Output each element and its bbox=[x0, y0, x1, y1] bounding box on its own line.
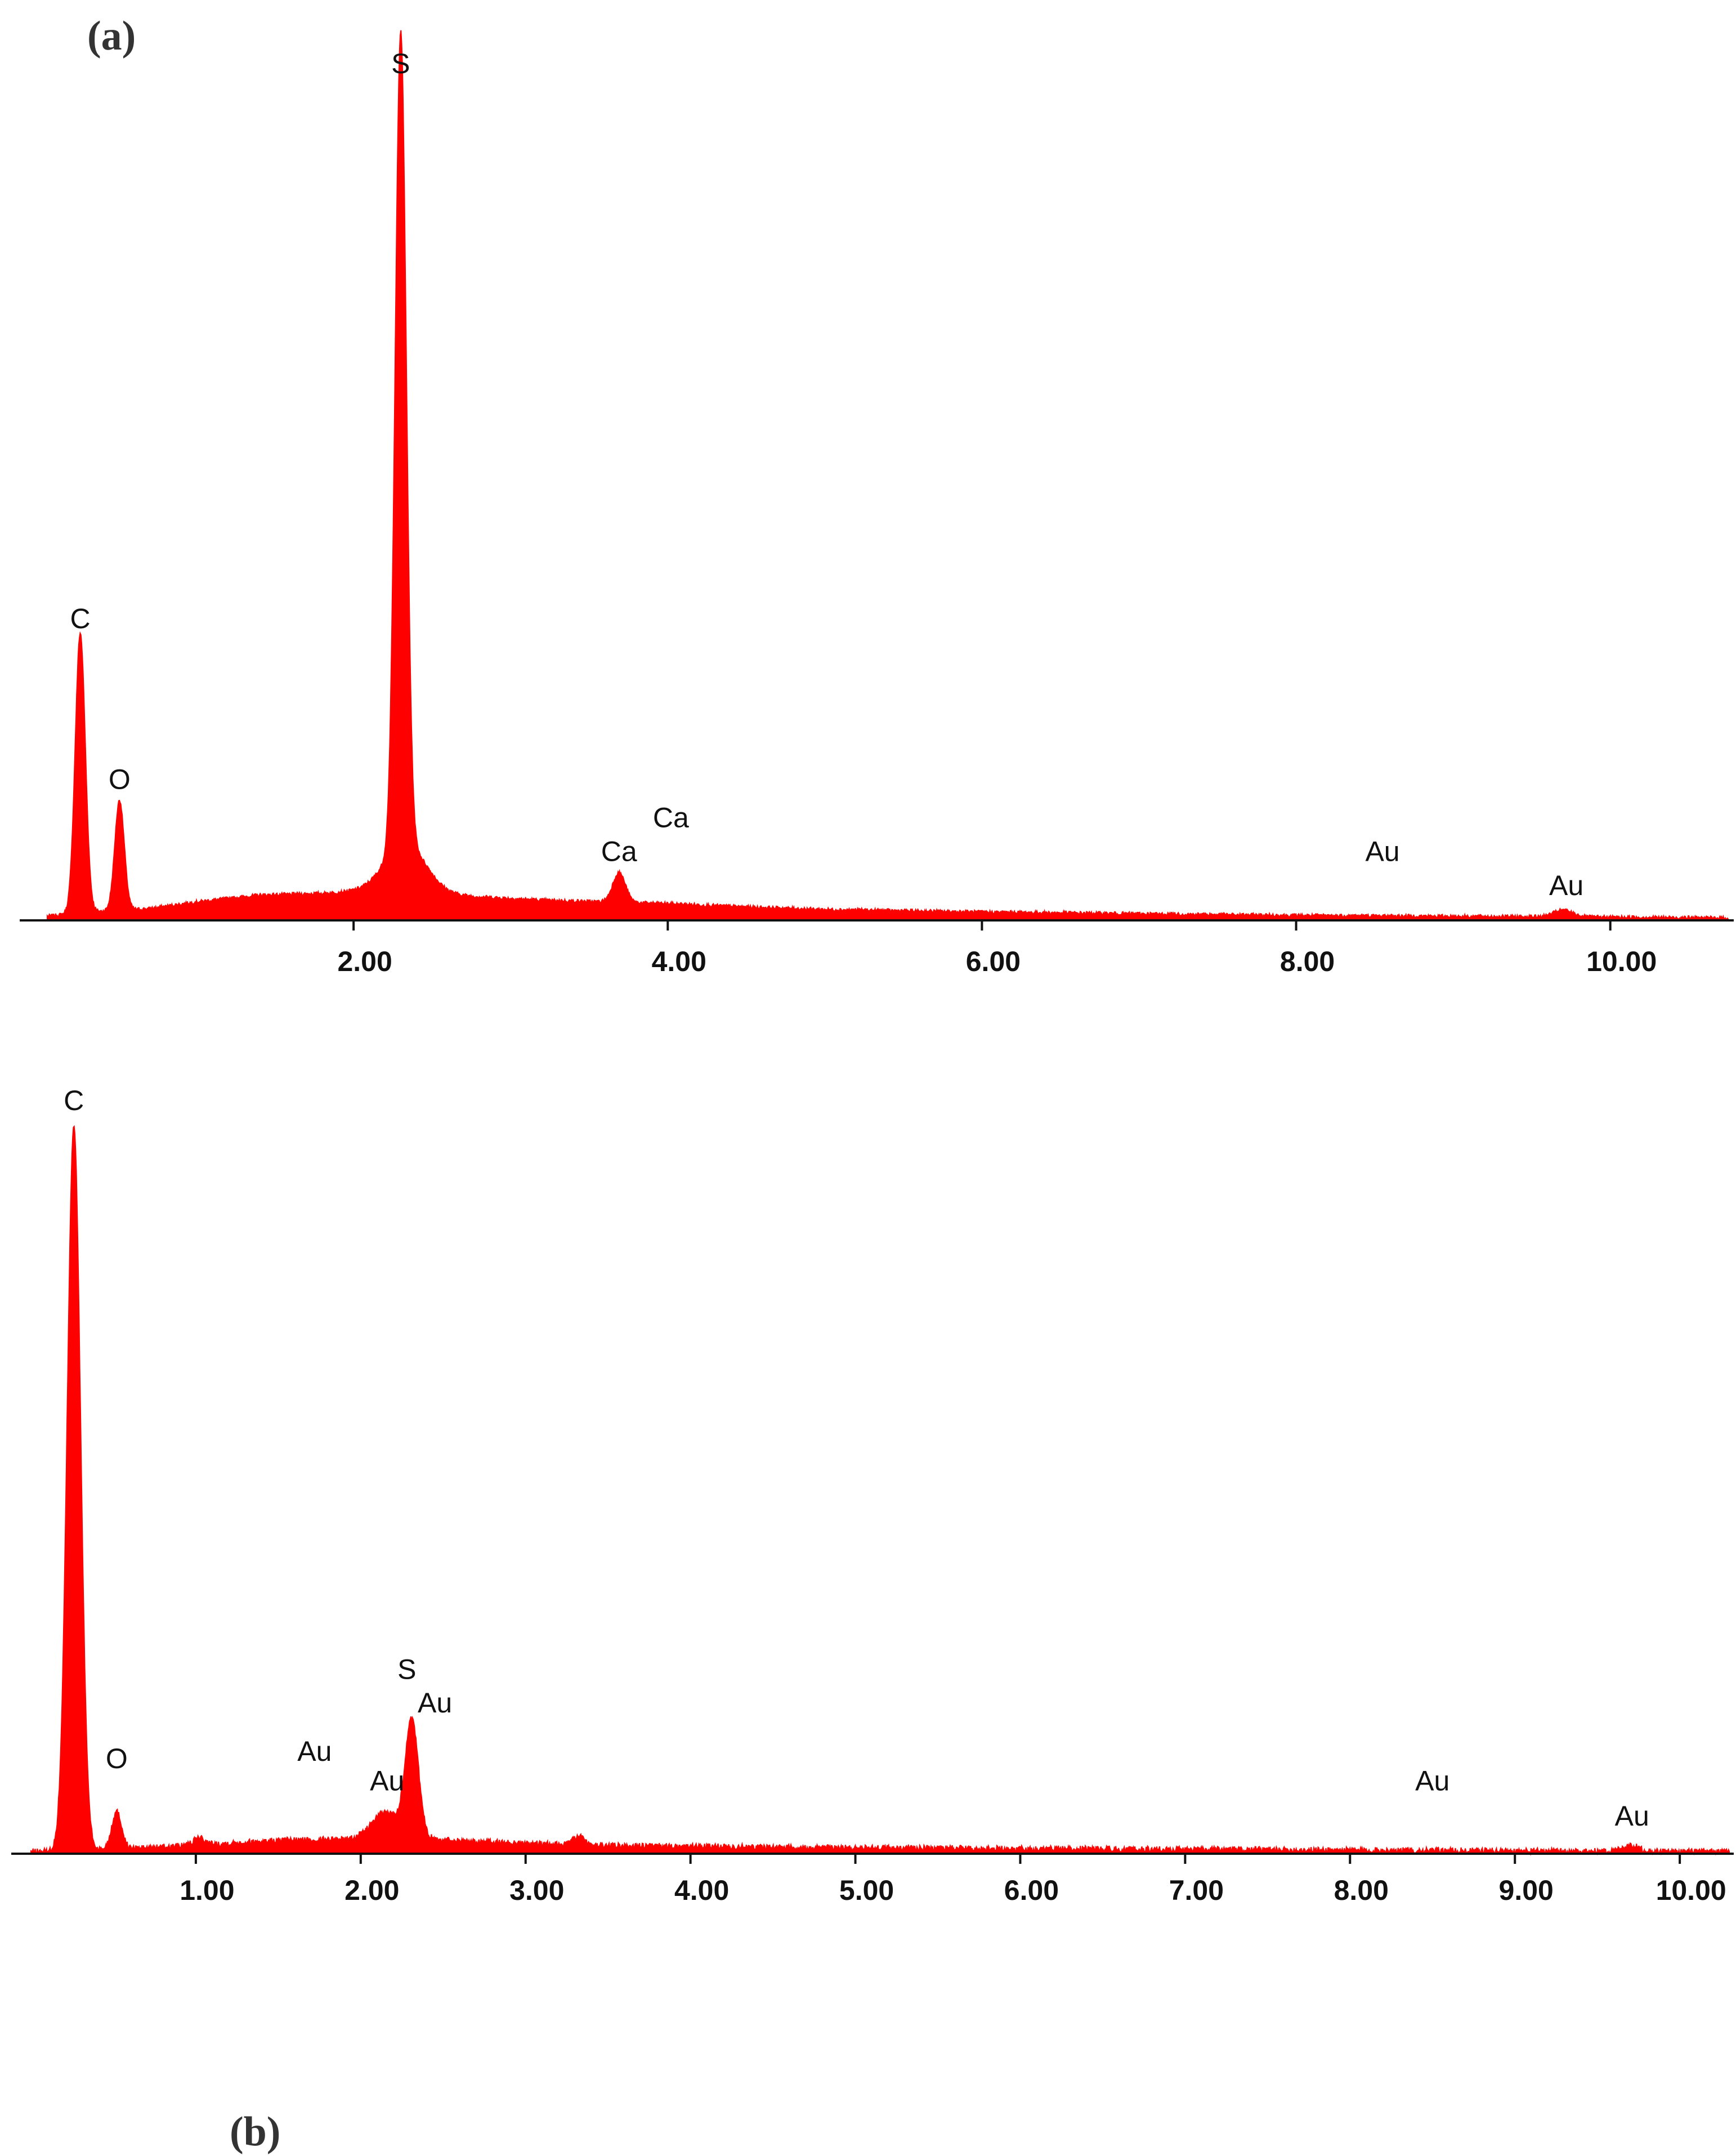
spectrum-chart-b: 1.00 2.00 3.00 4.00 5.00 6.00 7.00 8.00 9.00 10.0… bbox=[11, 1085, 1734, 1906]
x-tick-label: 2.00 bbox=[344, 1875, 399, 1906]
spectrum-panel-a: 2.00 4.00 6.00 8.00 10.00 C O S Ca Ca Au Au (a) bbox=[0, 0, 1736, 991]
panel-label-a: (a) bbox=[87, 13, 136, 59]
peak-label-au: Au bbox=[418, 1687, 452, 1719]
peak-label-s: S bbox=[397, 1654, 416, 1685]
peak-label-au: Au bbox=[1615, 1800, 1649, 1832]
x-tick-label: 10.00 bbox=[1656, 1875, 1726, 1906]
spectrum-panel-b: 1.00 2.00 3.00 4.00 5.00 6.00 7.00 8.00 9.00 10.0… bbox=[0, 991, 1736, 2155]
spectrum-area-a bbox=[47, 30, 1729, 922]
x-tick-label: 4.00 bbox=[652, 946, 706, 977]
peak-label-o: O bbox=[106, 1743, 128, 1774]
x-tick-label: 4.00 bbox=[674, 1875, 729, 1906]
panel-label-b: (b) bbox=[230, 2109, 281, 2155]
peak-label-c: C bbox=[70, 603, 91, 634]
x-tick-label: 9.00 bbox=[1499, 1875, 1554, 1906]
x-tick-label: 10.00 bbox=[1586, 946, 1657, 977]
x-tick-label: 6.00 bbox=[1004, 1875, 1059, 1906]
peak-label-c: C bbox=[64, 1085, 84, 1116]
spectrum-chart-a: 2.00 4.00 6.00 8.00 10.00 C O S Ca Ca Au Au bbox=[20, 30, 1734, 977]
peak-label-au: Au bbox=[1365, 836, 1399, 867]
peak-label-au: Au bbox=[297, 1735, 332, 1767]
x-tick-label: 8.00 bbox=[1280, 946, 1335, 977]
peak-label-ca: Ca bbox=[653, 802, 689, 833]
peak-label-au: Au bbox=[1549, 870, 1583, 901]
peak-label-au: Au bbox=[370, 1765, 404, 1797]
spectrum-area-b bbox=[30, 1125, 1730, 1856]
x-tick-label: 7.00 bbox=[1169, 1875, 1224, 1906]
x-tick-label: 1.00 bbox=[180, 1875, 234, 1906]
peak-label-o: O bbox=[109, 764, 131, 795]
x-tick-label: 3.00 bbox=[509, 1875, 564, 1906]
peak-label-au: Au bbox=[1415, 1765, 1449, 1797]
x-tick-label: 5.00 bbox=[839, 1875, 894, 1906]
peak-label-s: S bbox=[391, 48, 410, 79]
x-tick-label: 6.00 bbox=[966, 946, 1021, 977]
x-tick-label: 2.00 bbox=[337, 946, 392, 977]
x-tick-label: 8.00 bbox=[1334, 1875, 1389, 1906]
peak-label-ca: Ca bbox=[601, 836, 637, 867]
